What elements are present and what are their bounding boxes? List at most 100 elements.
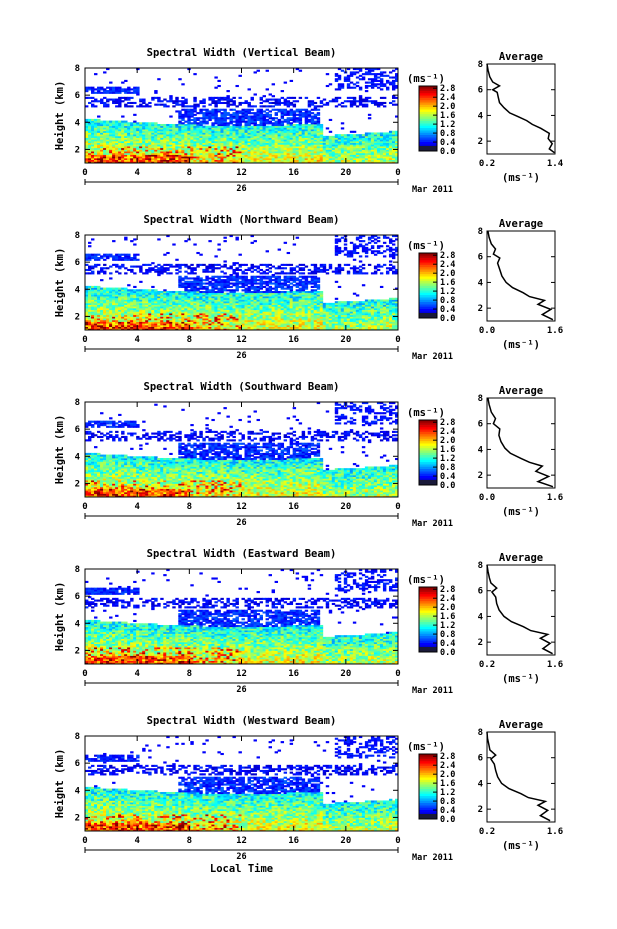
heatmap-cell <box>145 319 149 322</box>
heatmap-cell <box>226 146 230 149</box>
heatmap-cell <box>211 161 215 164</box>
heatmap-cell <box>97 86 101 89</box>
heatmap-cell <box>169 302 173 305</box>
heatmap-cell <box>232 113 236 116</box>
heatmap-cell <box>100 297 104 300</box>
heatmap-cell <box>343 142 348 145</box>
heatmap-cell <box>232 277 236 280</box>
heatmap-cell <box>223 279 227 282</box>
heatmap-cell <box>274 132 279 135</box>
heatmap-cell <box>178 151 182 154</box>
heatmap-cell <box>295 132 300 135</box>
heatmap-cell <box>352 161 357 164</box>
heatmap-cell <box>148 313 152 316</box>
heatmap-cell <box>364 144 369 147</box>
heatmap-cell <box>88 135 92 138</box>
heatmap-cell <box>229 321 233 324</box>
heatmap-cell <box>262 149 266 152</box>
heatmap-cell <box>160 316 164 319</box>
heatmap-cell <box>304 115 309 118</box>
heatmap-cell <box>178 134 182 137</box>
heatmap-cell <box>103 101 107 105</box>
heatmap-cell <box>229 285 233 288</box>
heatmap-cell <box>85 147 89 150</box>
heatmap-cell <box>178 280 182 283</box>
heatmap-cell <box>190 135 194 138</box>
heatmap-cell <box>388 132 393 135</box>
heatmap-cell <box>244 294 248 297</box>
heatmap-cell <box>97 294 101 297</box>
heatmap-cell <box>274 112 279 115</box>
heatmap-cell <box>364 146 369 149</box>
heatmap-cell <box>271 144 276 147</box>
heatmap-cell <box>154 130 158 133</box>
heatmap-cell <box>220 127 224 130</box>
heatmap-cell <box>301 161 306 164</box>
heatmap-cell <box>298 112 303 115</box>
heatmap-cell <box>217 243 221 246</box>
heatmap-cell <box>139 328 143 331</box>
heatmap-cell <box>193 118 197 121</box>
heatmap-cell <box>103 311 107 314</box>
heatmap-cell <box>286 122 291 125</box>
heatmap-cell <box>205 135 209 138</box>
heatmap-cell <box>205 268 209 272</box>
heatmap-cell <box>94 316 98 319</box>
heatmap-cell <box>301 149 306 152</box>
heatmap-cell <box>307 140 312 144</box>
heatmap-cell <box>256 110 260 113</box>
heatmap-cell <box>238 139 242 142</box>
heatmap-cell <box>196 263 200 266</box>
heatmap-cell <box>205 299 209 302</box>
heatmap-cell <box>118 287 122 290</box>
heatmap-cell <box>181 321 185 324</box>
heatmap-cell <box>268 115 272 118</box>
heatmap-cell <box>124 302 128 305</box>
heatmap-cell <box>202 316 206 319</box>
heatmap-cell <box>94 142 98 145</box>
heatmap-cell <box>199 129 203 132</box>
heatmap-cell <box>181 328 185 331</box>
heatmap-cell <box>316 132 321 135</box>
heatmap-cell <box>202 98 206 101</box>
heatmap-cell <box>103 302 107 305</box>
heatmap-cell <box>97 314 101 317</box>
heatmap-cell <box>130 130 134 133</box>
heatmap-cell <box>178 113 182 116</box>
heatmap-cell <box>223 122 227 125</box>
heatmap-cell <box>184 156 188 159</box>
heatmap-cell <box>145 103 149 106</box>
heatmap-cell <box>151 267 155 270</box>
heatmap-cell <box>247 88 251 91</box>
heatmap-cell <box>265 157 269 161</box>
heatmap-cell <box>280 129 285 132</box>
heatmap-cell <box>226 284 230 287</box>
heatmap-cell <box>235 238 239 241</box>
heatmap-cell <box>112 326 116 329</box>
heatmap-cell <box>319 137 324 140</box>
heatmap-cell <box>190 112 194 115</box>
heatmap-cell <box>97 318 101 321</box>
heatmap-cell <box>157 96 161 99</box>
heatmap-cell <box>391 96 396 99</box>
heatmap-cell <box>394 130 399 133</box>
heatmap-cell <box>94 161 98 164</box>
heatmap-cell <box>352 71 357 74</box>
heatmap-cell <box>127 161 131 164</box>
heatmap-cell <box>313 107 318 110</box>
heatmap-cell <box>223 309 227 312</box>
heatmap-cell <box>127 316 131 319</box>
heatmap-cell <box>181 105 185 108</box>
colorbar-segment <box>419 141 437 145</box>
heatmap-cell <box>145 161 149 164</box>
heatmap-cell <box>229 146 233 149</box>
heatmap-cell <box>160 100 164 103</box>
heatmap-cell <box>208 142 212 145</box>
heatmap-cell <box>166 318 170 321</box>
heatmap-cell <box>85 318 89 321</box>
heatmap-cell <box>226 267 230 270</box>
heatmap-cell <box>109 302 113 305</box>
heatmap-cell <box>148 323 152 326</box>
heatmap-cell <box>202 135 206 138</box>
heatmap-cell <box>85 304 89 307</box>
